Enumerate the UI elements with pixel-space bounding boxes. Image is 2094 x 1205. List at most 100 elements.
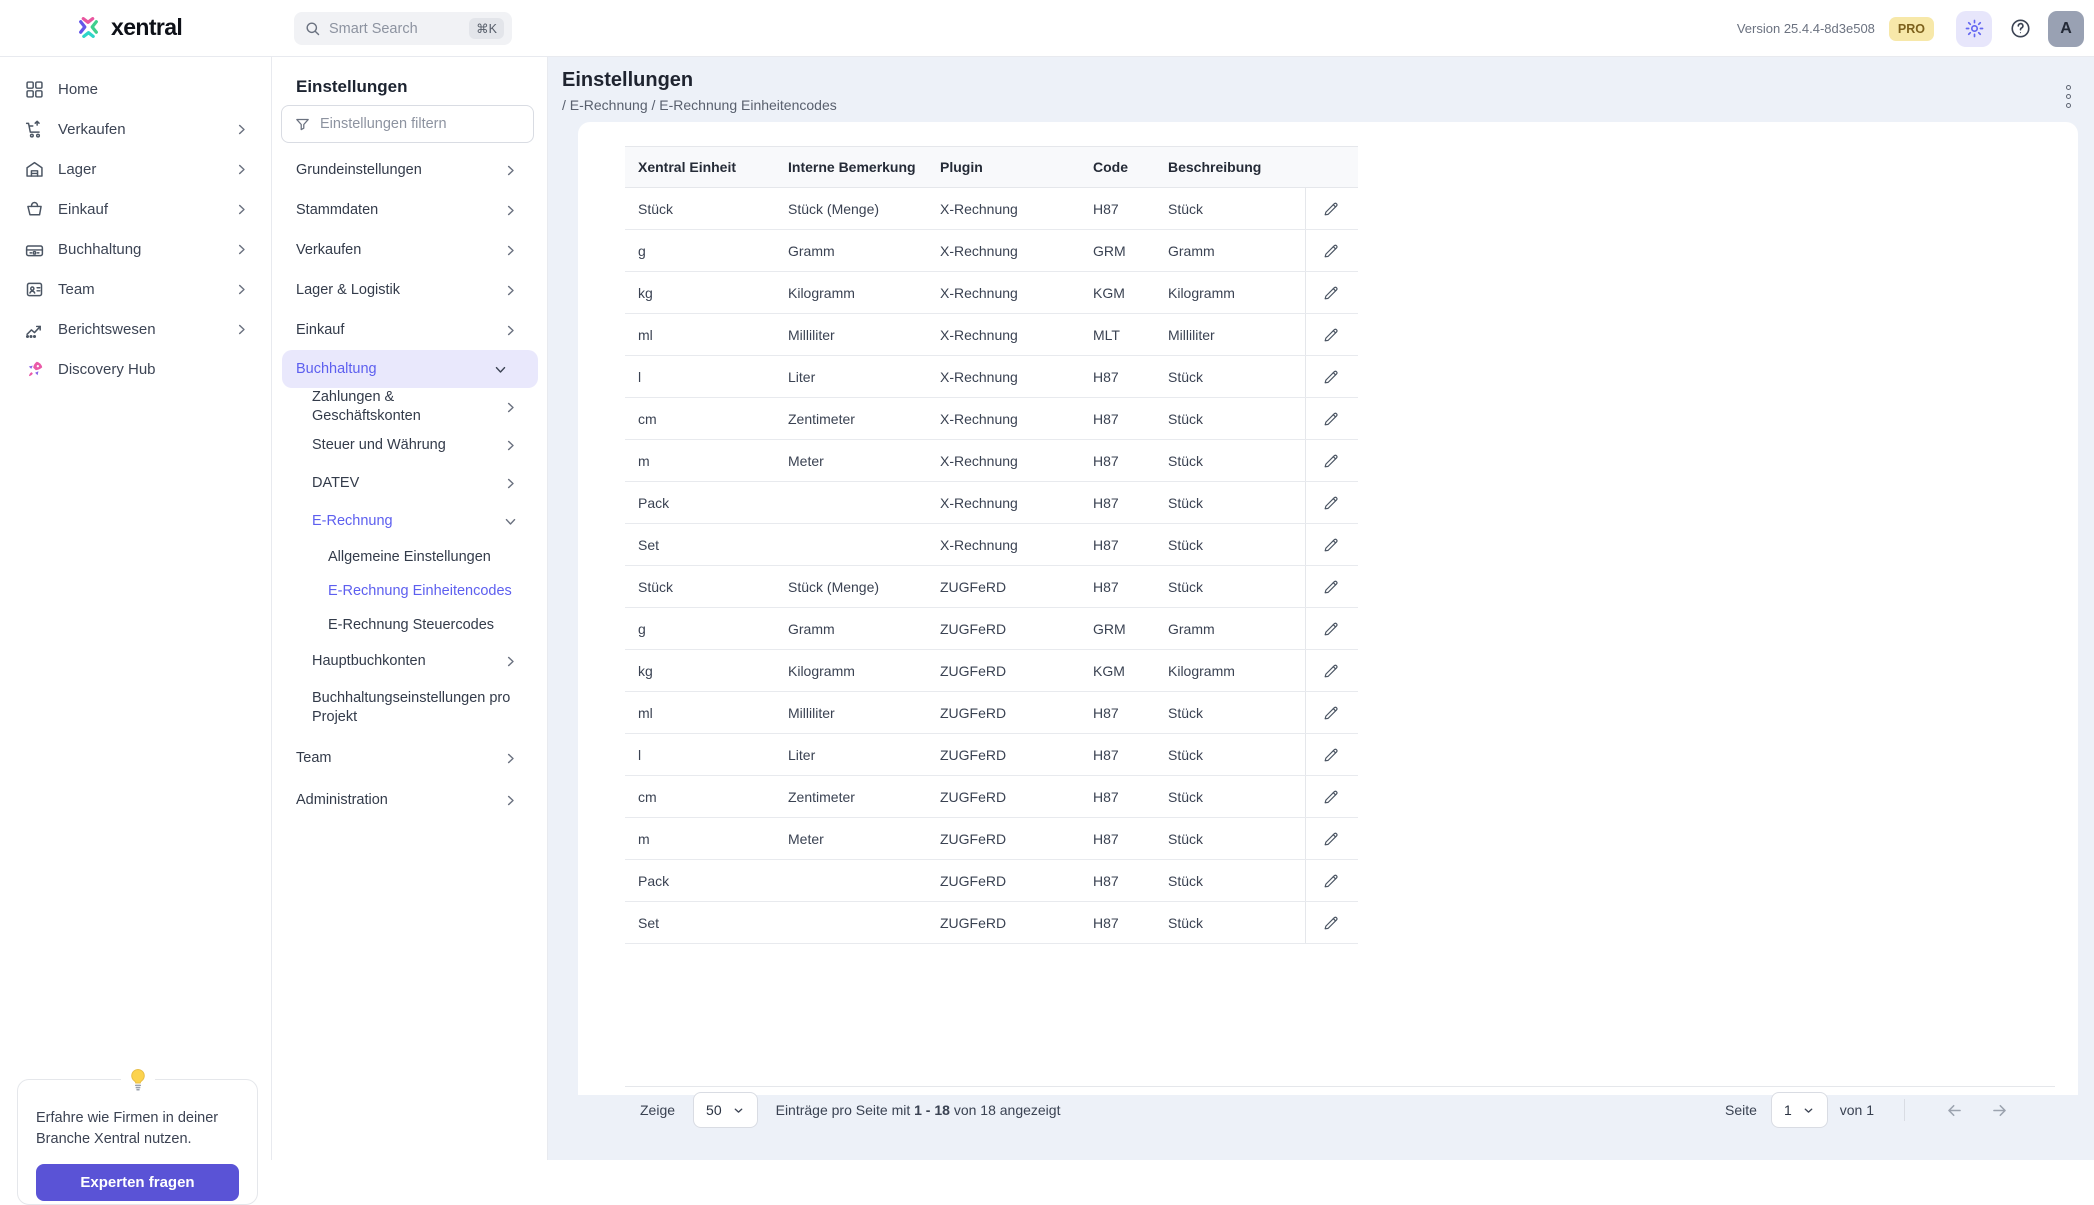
edit-row-button[interactable]	[1316, 487, 1347, 518]
settings-item-buchhaltung[interactable]: Buchhaltung	[282, 350, 538, 388]
settings-item-zahlungen-gesch-ftskonten[interactable]: Zahlungen & Geschäftskonten	[272, 388, 548, 426]
sidebar-item-home[interactable]: Home	[0, 69, 271, 109]
edit-row-button[interactable]	[1316, 865, 1347, 896]
cell-plugin: ZUGFeRD	[927, 565, 1080, 608]
edit-row-button[interactable]	[1316, 445, 1347, 476]
pencil-icon	[1322, 829, 1341, 848]
edit-row-button[interactable]	[1316, 907, 1347, 938]
edit-row-button[interactable]	[1316, 655, 1347, 686]
cell-beschreibung: Kilogramm	[1155, 649, 1305, 692]
settings-sidebar: Einstellungen Grundeinstellungen Stammdat…	[272, 57, 548, 1160]
settings-item-e-rechnung[interactable]: E-Rechnung	[272, 502, 548, 540]
sidebar-item-team[interactable]: Team	[0, 269, 271, 309]
sidebar-item-verkaufen[interactable]: Verkaufen	[0, 109, 271, 149]
cell-code: H87	[1080, 691, 1155, 734]
settings-item-team[interactable]: Team	[272, 736, 548, 780]
more-options-button[interactable]	[2054, 79, 2082, 113]
settings-item-lager-logistik[interactable]: Lager & Logistik	[272, 270, 548, 310]
cell-actions	[1304, 397, 1358, 440]
edit-row-button[interactable]	[1316, 781, 1347, 812]
page-size-label: Zeige	[640, 1102, 676, 1118]
edit-row-button[interactable]	[1316, 697, 1347, 728]
badge-icon	[24, 279, 45, 300]
settings-item-verkaufen[interactable]: Verkaufen	[272, 230, 548, 270]
chevron-right-icon	[503, 793, 518, 808]
cell-xentral-einheit: l	[625, 355, 775, 398]
next-page-button[interactable]	[1984, 1095, 2015, 1126]
sidebar-item-lager[interactable]: Lager	[0, 149, 271, 189]
settings-filter[interactable]	[281, 105, 534, 143]
cell-code: H87	[1080, 355, 1155, 398]
user-avatar[interactable]: A	[2048, 10, 2084, 47]
column-header-plugin: Plugin	[927, 146, 1080, 188]
settings-gear-button[interactable]	[1956, 10, 1992, 47]
sidebar-item-label: Buchhaltung	[58, 240, 142, 258]
settings-item-label: Buchhaltung	[296, 360, 377, 377]
settings-item-grundeinstellungen[interactable]: Grundeinstellungen	[272, 150, 548, 190]
page-select[interactable]: 1	[1770, 1092, 1828, 1128]
edit-row-button[interactable]	[1316, 277, 1347, 308]
settings-item-e-rechnung-steuercodes[interactable]: E-Rechnung Steuercodes	[272, 608, 548, 642]
table-row: kg Kilogramm ZUGFeRD KGM Kilogramm	[625, 649, 1358, 692]
cell-actions	[1304, 649, 1358, 692]
edit-row-button[interactable]	[1316, 319, 1347, 350]
search-input[interactable]	[329, 20, 462, 37]
chevron-right-icon	[503, 203, 518, 218]
sidebar-item-buchhaltung[interactable]: Buchhaltung	[0, 229, 271, 269]
edit-row-button[interactable]	[1316, 613, 1347, 644]
cell-interne-bemerkung: Gramm	[775, 229, 927, 272]
settings-item-hauptbuchkonten[interactable]: Hauptbuchkonten	[272, 642, 548, 680]
settings-filter-input[interactable]	[320, 116, 521, 132]
register-icon	[24, 239, 45, 260]
settings-item-datev[interactable]: DATEV	[272, 464, 548, 502]
edit-row-button[interactable]	[1316, 235, 1347, 266]
pagination-divider	[625, 1086, 2055, 1087]
settings-item-e-rechnung-einheitencodes[interactable]: E-Rechnung Einheitencodes	[272, 574, 548, 608]
settings-item-label: Buchhaltungseinstellungen pro Projekt	[312, 690, 511, 725]
edit-row-button[interactable]	[1316, 403, 1347, 434]
cell-actions	[1304, 523, 1358, 566]
settings-item-einkauf[interactable]: Einkauf	[272, 310, 548, 350]
sidebar-item-discovery-hub[interactable]: Discovery Hub	[0, 349, 271, 389]
edit-row-button[interactable]	[1316, 529, 1347, 560]
cell-actions	[1304, 901, 1358, 944]
previous-page-button[interactable]	[1939, 1095, 1970, 1126]
cell-interne-bemerkung: Gramm	[775, 607, 927, 650]
cell-interne-bemerkung: Liter	[775, 355, 927, 398]
cell-beschreibung: Stück	[1155, 439, 1305, 482]
ask-experts-button[interactable]: Experten fragen	[36, 1164, 239, 1202]
page-size-select[interactable]: 50	[693, 1092, 758, 1128]
table-row: cm Zentimeter ZUGFeRD H87 Stück	[625, 775, 1358, 818]
grid-icon	[24, 79, 45, 100]
smart-search[interactable]: ⌘K	[294, 12, 512, 45]
edit-row-button[interactable]	[1316, 361, 1347, 392]
edit-row-button[interactable]	[1316, 823, 1347, 854]
chevron-right-icon	[503, 163, 518, 178]
cell-interne-bemerkung	[775, 901, 927, 944]
settings-item-steuer-und-w-hrung[interactable]: Steuer und Währung	[272, 426, 548, 464]
settings-item-administration[interactable]: Administration	[272, 780, 548, 820]
cell-xentral-einheit: g	[625, 229, 775, 272]
cell-actions	[1304, 691, 1358, 734]
sidebar-item-einkauf[interactable]: Einkauf	[0, 189, 271, 229]
cell-actions	[1304, 607, 1358, 650]
chart-icon	[24, 319, 45, 340]
cell-xentral-einheit: cm	[625, 775, 775, 818]
settings-item-stammdaten[interactable]: Stammdaten	[272, 190, 548, 230]
cell-plugin: X-Rechnung	[927, 313, 1080, 356]
settings-item-buchhaltungseinstellungen-pro-projekt[interactable]: Buchhaltungseinstellungen pro Projekt	[272, 680, 548, 736]
edit-row-button[interactable]	[1316, 739, 1347, 770]
pencil-icon	[1322, 451, 1341, 470]
chevron-down-icon	[493, 362, 508, 377]
pencil-icon	[1322, 241, 1341, 260]
edit-row-button[interactable]	[1316, 193, 1347, 224]
edit-row-button[interactable]	[1316, 571, 1347, 602]
xentral-logo[interactable]: xentral	[76, 14, 183, 41]
sidebar-item-berichtswesen[interactable]: Berichtswesen	[0, 309, 271, 349]
help-button[interactable]	[2002, 11, 2038, 47]
cell-plugin: ZUGFeRD	[927, 775, 1080, 818]
pencil-icon	[1322, 661, 1341, 680]
settings-item-allgemeine-einstellungen[interactable]: Allgemeine Einstellungen	[272, 540, 548, 574]
cell-interne-bemerkung: Milliliter	[775, 313, 927, 356]
pencil-icon	[1322, 535, 1341, 554]
